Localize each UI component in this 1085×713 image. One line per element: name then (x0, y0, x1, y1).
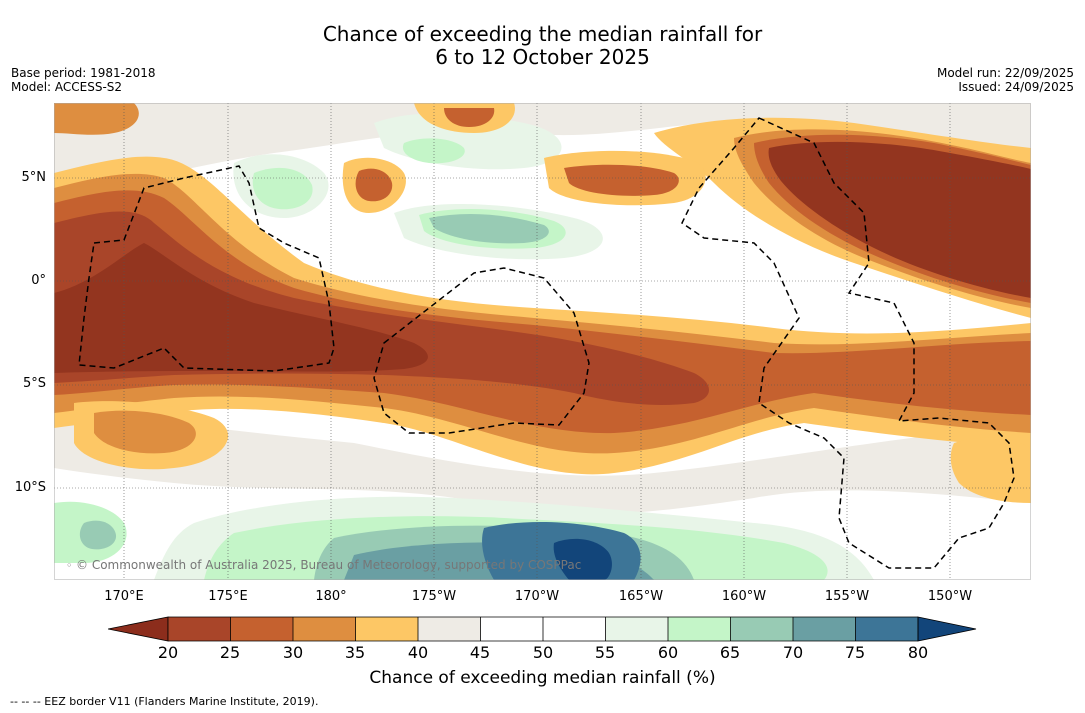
region-dry-patch-nw (54, 103, 139, 135)
colorbar-bin-65-70 (730, 617, 793, 641)
lat-label-5s: 5°S (22, 376, 46, 391)
colorbar-bin-50-55 (543, 617, 606, 641)
colorbar-title: Chance of exceeding median rainfall (%) (369, 668, 716, 688)
colorbar-tick: 75 (844, 643, 866, 662)
lat-label-0: 0° (31, 273, 46, 288)
region-dry-patch-top-core (444, 108, 495, 127)
region-dry-ne-core (768, 141, 1031, 298)
lon-label-165w: 165°W (618, 589, 664, 604)
chart-title-line2: 6 to 12 October 2025 (435, 45, 650, 69)
rainfall-map (54, 103, 1031, 580)
colorbar-bin-30-35 (293, 617, 356, 641)
region-dry-patch-1-core (564, 164, 679, 196)
lon-label-170e: 170°E (104, 589, 144, 604)
eez-footnote: -- -- -- EEZ border V11 (Flanders Marine… (10, 695, 319, 708)
lon-label-160w: 160°W (721, 589, 767, 604)
colorbar-bin-45-50 (480, 617, 543, 641)
region-dry-sw-core (94, 410, 196, 454)
colorbar-tick: 35 (344, 643, 366, 662)
model-run-text: Model run: 22/09/2025 (936, 66, 1074, 80)
lon-label-150w: 150°W (927, 589, 973, 604)
colorbar-bin-25-30 (230, 617, 293, 641)
colorbar-tick: 45 (469, 643, 491, 662)
colorbar-extend-high (917, 616, 977, 642)
colorbar-tick: 60 (657, 643, 679, 662)
region-wet-teal-mid (429, 213, 549, 244)
colorbar-tick: 40 (407, 643, 429, 662)
colorbar-tick: 50 (532, 643, 554, 662)
copyright-text: © Commonwealth of Australia 2025, Bureau… (76, 558, 582, 572)
colorbar-tick: 20 (157, 643, 179, 662)
colorbar-tick: 55 (594, 643, 616, 662)
colorbar-bin-35-40 (355, 617, 418, 641)
colorbar-bin-55-60 (605, 617, 668, 641)
colorbar-bin-20-25 (168, 617, 231, 641)
eez-borders (78, 117, 1015, 569)
model-text: Model: ACCESS-S2 (11, 80, 123, 94)
colorbar-tick: 65 (719, 643, 741, 662)
lat-label-5n: 5°N (21, 170, 47, 185)
graticule (54, 103, 1031, 580)
issued-text: Issued: 24/09/2025 (958, 80, 1074, 94)
colorbar (108, 616, 977, 642)
lon-label-175e: 175°E (208, 589, 248, 604)
colorbar-bin-40-45 (418, 617, 481, 641)
colorbar-extend-low (108, 616, 169, 642)
colorbar-tick: 80 (907, 643, 929, 662)
colorbar-tick: 25 (219, 643, 241, 662)
colorbar-bin-75-80 (855, 617, 918, 641)
lat-label-10s: 10°S (14, 480, 46, 495)
lon-label-170w: 170°W (514, 589, 560, 604)
lon-label-155w: 155°W (824, 589, 870, 604)
lon-label-175w: 175°W (411, 589, 457, 604)
colorbar-tick: 30 (282, 643, 304, 662)
region-neutral-north (54, 103, 1031, 193)
region-neutral-south (54, 403, 1031, 515)
base-period-text: Base period: 1981-2018 (11, 66, 156, 80)
chart-title-line1: Chance of exceeding the median rainfall … (322, 22, 763, 46)
eez-border-kiribati-gilbert (78, 165, 335, 372)
colorbar-tick: 70 (782, 643, 804, 662)
colorbar-dividers (167, 616, 919, 642)
colorbar-bin-70-75 (793, 617, 856, 641)
region-wet-north-green (402, 138, 465, 164)
region-wet-south-navy (553, 538, 612, 580)
region-wet-sw-teal (79, 520, 117, 550)
eez-border-phoenix (373, 267, 590, 434)
region-dry-patch-2-core (355, 168, 393, 202)
colorbar-bin-60-65 (668, 617, 731, 641)
region-dry-se (950, 437, 1031, 503)
map-frame (54, 103, 1031, 580)
lon-label-180: 180° (315, 589, 347, 604)
region-dry-band-core (54, 243, 428, 373)
copyright-marker-icon: ◦ (66, 559, 73, 572)
